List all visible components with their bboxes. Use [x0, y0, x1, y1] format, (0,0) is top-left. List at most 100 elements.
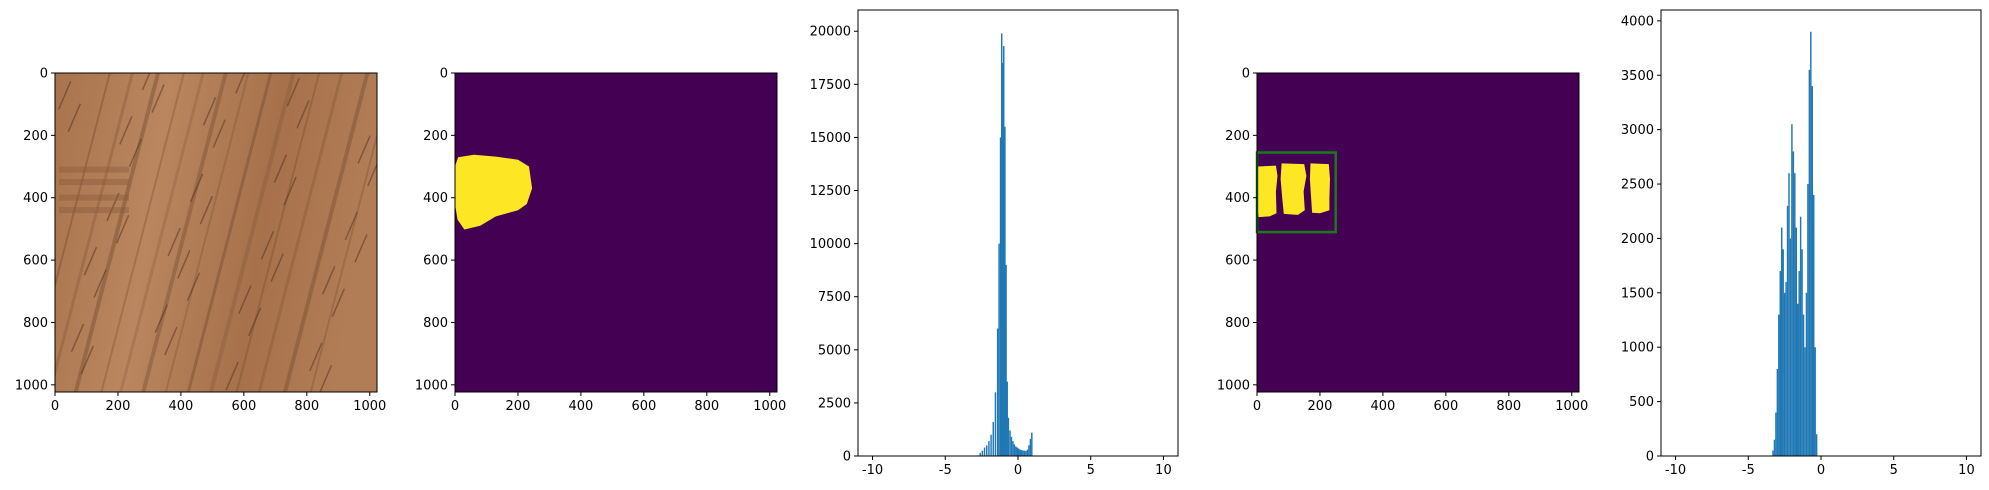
mask-background — [455, 73, 777, 392]
y-tick-label: 800 — [1225, 316, 1250, 331]
histogram-bar — [1007, 417, 1010, 456]
histogram-bar — [1019, 449, 1021, 456]
histogram-bar — [1808, 69, 1811, 456]
x-tick-label: 200 — [506, 399, 531, 414]
grain-streak — [186, 73, 273, 392]
x-tick-label: 1000 — [1555, 399, 1588, 414]
y-tick-label: 5000 — [818, 343, 851, 358]
grain-fleck — [322, 266, 336, 295]
mask-region — [1257, 165, 1278, 218]
grain-fleck — [273, 154, 288, 183]
grain-fleck — [115, 215, 130, 244]
histogram-bar — [1015, 446, 1017, 456]
histogram-bar — [998, 243, 1000, 456]
x-tick-label: 600 — [1433, 399, 1458, 414]
histogram-bar — [988, 441, 990, 456]
y-tick-label: 10000 — [810, 237, 851, 252]
y-tick-label: 17500 — [810, 78, 851, 93]
histogram-bar — [1779, 271, 1781, 456]
grain-fleck — [344, 211, 358, 241]
grain-fleck — [128, 138, 143, 168]
y-tick-label: 0 — [440, 67, 448, 82]
grain-fleck — [319, 364, 333, 392]
x-tick-label: 600 — [631, 399, 656, 414]
histogram-bar — [1783, 292, 1786, 456]
x-tick-label: 400 — [168, 399, 193, 414]
mask-region — [455, 154, 533, 230]
histogram-bar — [1005, 264, 1007, 456]
grain-streak — [309, 131, 377, 392]
histogram-bar — [1781, 227, 1783, 456]
mask-region — [1280, 163, 1307, 215]
grain-fleck — [238, 285, 252, 314]
grain-streak — [282, 73, 370, 392]
histogram-bar — [1004, 126, 1006, 457]
y-tick-label: 0 — [1646, 450, 1654, 465]
histogram-bar — [1002, 63, 1004, 456]
histogram-bar — [1811, 86, 1813, 457]
y-tick-label: 200 — [1225, 129, 1250, 144]
x-tick-label: 400 — [1370, 399, 1395, 414]
y-tick-label: 0 — [843, 450, 851, 465]
histogram-bar — [1009, 430, 1011, 456]
histogram-bar — [1026, 449, 1029, 456]
histogram-bar — [1778, 314, 1780, 456]
y-tick-label: 400 — [1225, 191, 1250, 206]
y-tick-label: 4000 — [1621, 14, 1654, 29]
grain-fleck — [331, 288, 346, 317]
histogram-bar — [1801, 249, 1803, 456]
grain-streak — [119, 73, 205, 392]
x-tick-label: -10 — [862, 463, 883, 478]
grain-fleck — [189, 173, 204, 203]
x-tick-label: 200 — [1308, 399, 1333, 414]
y-tick-label: 15000 — [810, 131, 851, 146]
y-tick-label: 3000 — [1621, 123, 1654, 138]
wood-image — [55, 73, 377, 392]
grain-fleck — [83, 246, 98, 276]
grain-streak — [55, 73, 111, 290]
grain-streak — [55, 73, 134, 379]
grain-fleck — [164, 326, 178, 356]
grain-streak — [164, 73, 250, 392]
histogram-bar — [1018, 448, 1020, 456]
histogram-bar — [1791, 124, 1793, 456]
histogram-bar — [1788, 173, 1790, 457]
histogram-bar — [1006, 381, 1008, 456]
y-tick-label: 600 — [1225, 254, 1250, 269]
histogram-bar — [986, 445, 988, 456]
axes-frame — [54, 72, 378, 393]
grain-fleck — [199, 195, 214, 225]
histogram-bar — [994, 392, 997, 456]
histogram-bar — [1776, 368, 1779, 456]
histogram-bar — [1804, 347, 1806, 456]
grain-streak — [100, 73, 185, 392]
y-tick-label: 600 — [423, 254, 448, 269]
histogram-bar — [1016, 447, 1018, 456]
histogram-bar — [1813, 194, 1815, 457]
grain-fleck — [212, 119, 226, 148]
histogram-bar — [1022, 450, 1024, 456]
histogram-bar — [1772, 450, 1774, 456]
y-tick-label: 1000 — [1621, 341, 1654, 356]
x-tick-label: 200 — [106, 399, 131, 414]
y-tick-label: 2500 — [1621, 178, 1654, 193]
x-tick-label: 800 — [1496, 399, 1521, 414]
y-tick-label: 400 — [423, 191, 448, 206]
histogram-bar — [992, 422, 994, 456]
y-tick-label: 0 — [40, 67, 48, 82]
y-tick-label: 1500 — [1621, 286, 1654, 301]
grain-streak — [141, 73, 228, 392]
histogram-bar — [1795, 227, 1797, 456]
y-tick-label: 20000 — [810, 25, 851, 40]
grain-streak — [73, 73, 161, 392]
histogram-bar — [1000, 33, 1003, 456]
histogram-bar — [1805, 292, 1808, 456]
y-tick-label: 500 — [1629, 395, 1654, 410]
x-tick-label: 400 — [568, 399, 593, 414]
x-tick-label: 0 — [1014, 463, 1022, 478]
histogram-bar — [1029, 439, 1032, 456]
grain-fleck — [202, 96, 217, 126]
histogram-bar — [1815, 434, 1818, 456]
